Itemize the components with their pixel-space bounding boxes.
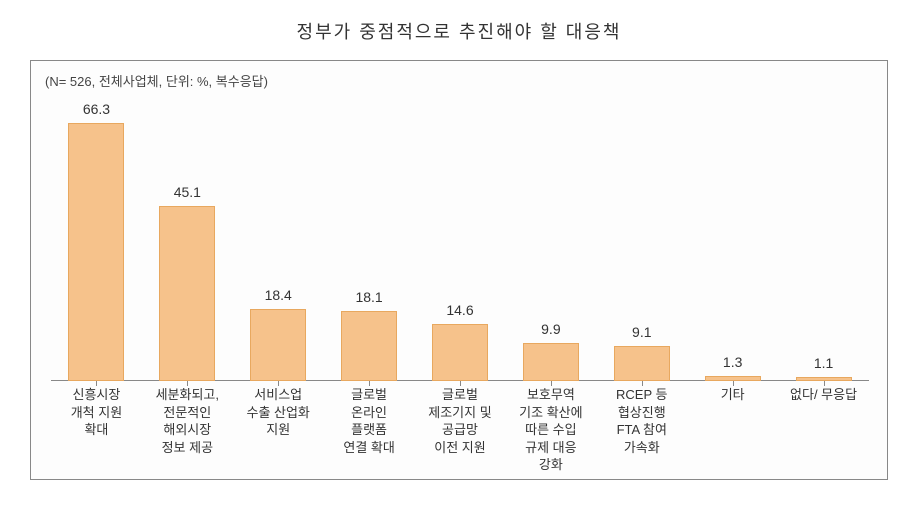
chart-note: (N= 526, 전체사업체, 단위: %, 복수응답) [45,71,268,90]
x-axis-label: 글로벌 제조기지 및 공급망 이전 지원 [415,386,506,456]
x-axis-label: 서비스업 수출 산업화 지원 [233,386,324,439]
bar-value-label: 14.6 [415,302,506,318]
x-axis-label: 없다/ 무응답 [778,386,869,404]
bar-group: 1.3 [687,376,778,381]
x-axis-label: RCEP 등 협상진행 FTA 참여 가속화 [596,386,687,456]
x-axis-label: 세분화되고, 전문적인 해외시장 정보 제공 [142,386,233,456]
x-axis-label: 신흥시장 개척 지원 확대 [51,386,142,439]
bar-value-label: 9.1 [596,324,687,340]
bar [250,309,306,381]
x-axis-labels: 신흥시장 개척 지원 확대세분화되고, 전문적인 해외시장 정보 제공서비스업 … [51,386,869,476]
bar [614,346,670,381]
bar [523,343,579,382]
bar-group: 9.1 [596,346,687,381]
bar [432,324,488,381]
bar-group: 18.4 [233,309,324,381]
bar-value-label: 66.3 [51,101,142,117]
bar-group: 18.1 [324,311,415,381]
bar-group: 9.9 [505,343,596,382]
bar [341,311,397,381]
bar-value-label: 1.1 [778,355,869,371]
bar-value-label: 9.9 [505,321,596,337]
x-axis-label: 기타 [687,386,778,404]
x-axis-label: 글로벌 온라인 플랫폼 연결 확대 [324,386,415,456]
bar-value-label: 18.4 [233,287,324,303]
chart-container: (N= 526, 전체사업체, 단위: %, 복수응답) 66.345.118.… [30,60,888,480]
plot-area: 66.345.118.418.114.69.99.11.31.1 [51,101,869,381]
bar [159,206,215,381]
bar-group: 66.3 [51,123,142,381]
bar-group: 45.1 [142,206,233,381]
bar [68,123,124,381]
bar-value-label: 18.1 [324,289,415,305]
chart-title: 정부가 중점적으로 추진해야 할 대응책 [0,0,918,44]
bar-value-label: 1.3 [687,354,778,370]
bar-group: 1.1 [778,377,869,381]
bar-value-label: 45.1 [142,184,233,200]
bar-group: 14.6 [415,324,506,381]
x-axis-label: 보호무역 기조 확산에 따른 수입 규제 대응 강화 [505,386,596,474]
